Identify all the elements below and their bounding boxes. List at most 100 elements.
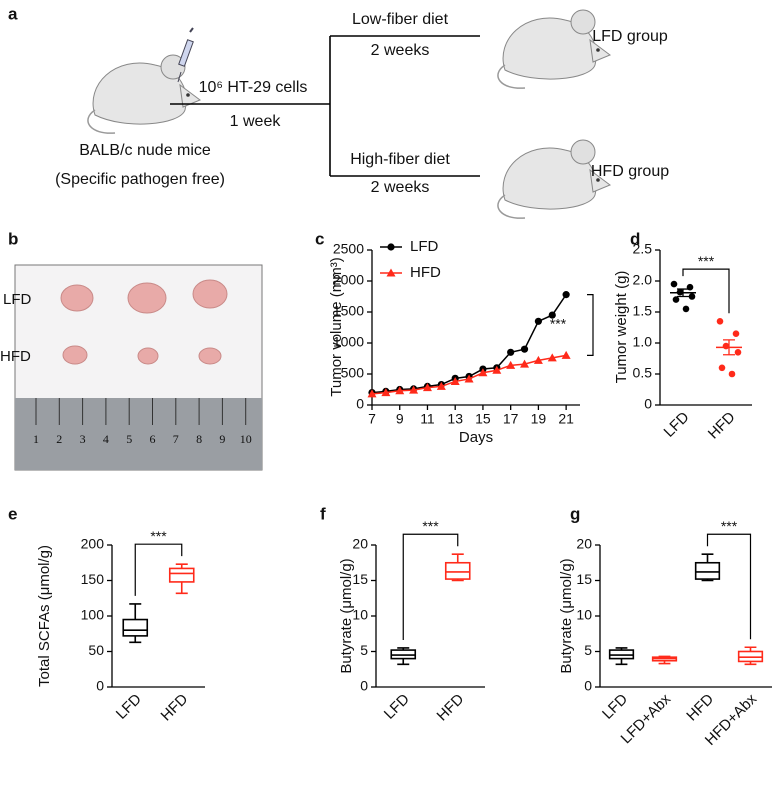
y-tick-label: 15 [576,571,592,587]
ruler-label: 5 [126,432,132,446]
ruler-label: 7 [173,432,179,446]
point [492,365,502,374]
point [533,355,543,364]
y-tick-label: 2.0 [633,272,653,288]
point [732,330,740,338]
y-axis-label: Butyrate (μmol/g) [338,558,355,673]
y-tick-label: 2.5 [633,241,653,257]
duration: 1 week [230,113,282,130]
x-tick-label: LFD [113,691,145,723]
point [450,376,460,385]
legend-label: LFD [410,238,439,255]
x-tick-label: 15 [475,411,491,427]
panel-label: b [8,229,18,248]
y-tick-label: 15 [352,571,368,587]
y-tick-label: 0 [96,678,104,694]
y-axis-label: Tumor volume (mm³) [328,257,345,396]
point [381,388,391,397]
row-label: LFD [3,291,32,308]
significance-bracket [682,268,730,314]
y-tick-label: 0 [356,396,364,412]
syringe-icon [177,27,194,83]
legend-marker [387,243,395,251]
x-tick-label: LFD [661,409,693,441]
y-tick-label: 0 [360,678,368,694]
y-tick-label: 1000 [333,334,364,350]
y-tick-label: 2500 [333,241,364,257]
error-bar [677,288,689,298]
y-tick-label: 0 [644,396,652,412]
mouse-icon [497,9,611,89]
x-tick-label: 9 [396,411,404,427]
point [547,353,557,362]
y-axis-label: Butyrate (μmol/g) [558,558,575,673]
x-tick-label: 21 [558,411,574,427]
ruler-label: 1 [33,432,39,446]
x-tick-label: HFD [683,690,717,724]
point [670,280,678,288]
legend-label: HFD [410,264,441,281]
y-tick-label: 2000 [333,272,364,288]
y-tick-label: 50 [88,642,104,658]
box [694,561,721,580]
point [409,385,419,394]
point [520,345,529,353]
box [444,561,471,580]
point [718,364,726,372]
y-tick-label: 1.5 [633,303,653,319]
tumors [60,279,228,365]
panel-label: f [320,504,326,523]
point [478,368,488,377]
point [722,342,730,350]
x-axis-label: Days [459,429,493,446]
y-tick-label: 100 [81,607,105,623]
x-tick-label: HFD [705,408,739,442]
point [506,360,516,369]
ruler-label: 8 [196,432,202,446]
mouse-status: (Specific pathogen free) [55,171,225,188]
diet: Low-fiber diet [352,11,449,28]
significance-label: *** [721,518,738,534]
legend-marker [386,268,396,277]
panel-label: d [630,229,640,248]
x-tick-label: 11 [420,411,435,427]
y-tick-label: 1500 [333,303,364,319]
y-tick-label: 150 [81,571,105,587]
panel-label: e [8,504,17,523]
significance-bracket [402,533,459,640]
y-tick-label: 200 [81,536,105,552]
point [734,349,742,356]
y-tick-label: 1.0 [633,334,653,350]
duration: 2 weeks [371,179,430,196]
ruler-label: 9 [219,432,225,446]
y-tick-label: 10 [352,607,368,623]
x-tick-label: 19 [531,411,547,427]
x-tick-label: HFD [158,690,192,724]
point [716,318,724,325]
significance-bracket [587,294,594,356]
y-tick-label: 20 [352,536,368,552]
diet: High-fiber diet [350,151,450,168]
x-tick-label: HFD [434,690,468,724]
significance-label: *** [550,316,567,332]
panel-label: g [570,504,580,523]
ruler-label: 10 [240,432,252,446]
ruler-label: 6 [150,432,156,446]
x-tick-label: 13 [447,411,463,427]
point [561,350,571,359]
box [168,567,195,583]
significance-label: *** [150,528,167,544]
y-tick-label: 5 [584,642,592,658]
box [122,618,149,637]
group: LFD group [592,28,668,45]
y-tick-label: 0.5 [633,365,653,381]
point [436,381,446,390]
group: HFD group [591,163,669,180]
significance-label: *** [698,253,715,269]
ruler [15,398,262,470]
point [728,370,736,378]
point [548,311,556,319]
y-tick-label: 0 [584,678,592,694]
y-tick-label: 500 [341,365,365,381]
point [562,291,570,299]
